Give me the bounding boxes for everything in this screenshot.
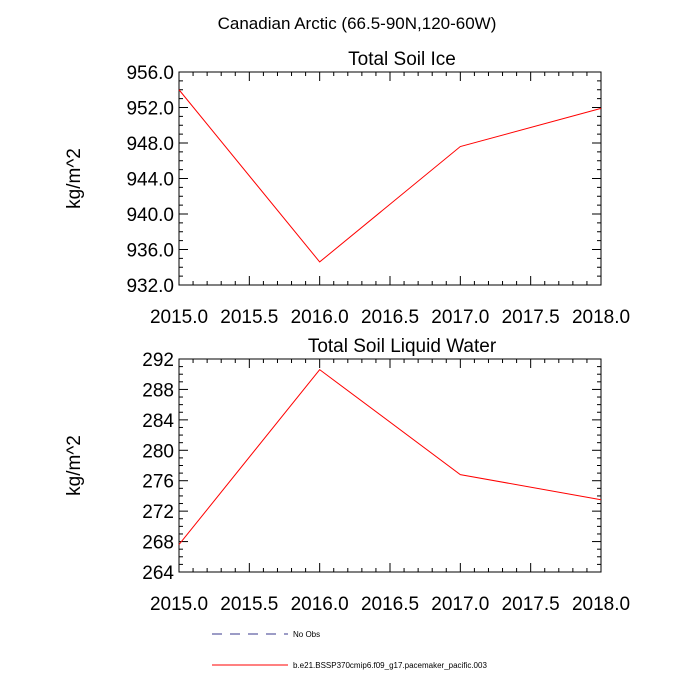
- panel-title: Total Soil Liquid Water: [308, 336, 497, 357]
- y-tick-label: 932.0: [126, 276, 174, 297]
- x-tick-label: 2018.0: [572, 594, 630, 615]
- series-line: [178, 368, 602, 545]
- x-tick-label: 2016.0: [291, 307, 349, 328]
- y-axis-label: kg/m^2: [64, 148, 85, 209]
- y-tick-label: 952.0: [126, 99, 174, 120]
- y-tick-label: 284: [142, 411, 174, 432]
- legend-label: No Obs: [293, 630, 320, 639]
- x-tick-label: 2017.0: [431, 594, 489, 615]
- x-tick-label: 2015.5: [220, 594, 278, 615]
- y-tick-label: 280: [142, 441, 174, 462]
- x-tick-label: 2015.0: [150, 307, 208, 328]
- y-axis-label: kg/m^2: [64, 435, 85, 496]
- chart-panel-2: Total Soil Liquid Water 2015.0 2015.5 2016.…: [64, 336, 630, 615]
- y-tick-label: 292: [142, 350, 174, 371]
- panel-title: Total Soil Ice: [348, 49, 456, 70]
- x-tick-label: 2018.0: [572, 307, 630, 328]
- series-line: [178, 89, 602, 263]
- legend: No Obs b.e21.BSSP370cmip6.f09_g17.pacemak…: [212, 630, 487, 670]
- x-tick-label: 2016.0: [291, 594, 349, 615]
- x-tick-label: 2017.5: [502, 594, 560, 615]
- legend-item: No Obs: [212, 630, 320, 639]
- x-tick-label: 2017.0: [431, 307, 489, 328]
- y-tick-label: 264: [142, 563, 174, 584]
- y-tick-label: 272: [142, 502, 174, 523]
- x-tick-label: 2016.5: [361, 594, 419, 615]
- y-tick-label: 288: [142, 380, 174, 401]
- x-tick-label: 2017.5: [502, 307, 560, 328]
- x-tick-label: 2016.5: [361, 307, 419, 328]
- panels: Total Soil Ice 2015.0 2015.5 2016.0 2016.5 20…: [64, 49, 630, 615]
- y-tick-label: 940.0: [126, 205, 174, 226]
- x-tick-label: 2015.5: [220, 307, 278, 328]
- y-tick-label: 956.0: [126, 63, 174, 84]
- legend-item: b.e21.BSSP370cmip6.f09_g17.pacemaker_pac…: [212, 661, 487, 670]
- plot-frame: [178, 71, 602, 286]
- figure-title: Canadian Arctic (66.5-90N,120-60W): [218, 14, 497, 33]
- chart-panel-1: Total Soil Ice 2015.0 2015.5 2016.0 2016.5 20…: [64, 49, 630, 328]
- y-tick-label: 276: [142, 472, 174, 493]
- y-tick-label: 268: [142, 533, 174, 554]
- y-tick-label: 948.0: [126, 134, 174, 155]
- y-tick-label: 944.0: [126, 170, 174, 191]
- y-tick-label: 936.0: [126, 241, 174, 262]
- legend-label: b.e21.BSSP370cmip6.f09_g17.pacemaker_pac…: [293, 661, 487, 670]
- x-tick-label: 2015.0: [150, 594, 208, 615]
